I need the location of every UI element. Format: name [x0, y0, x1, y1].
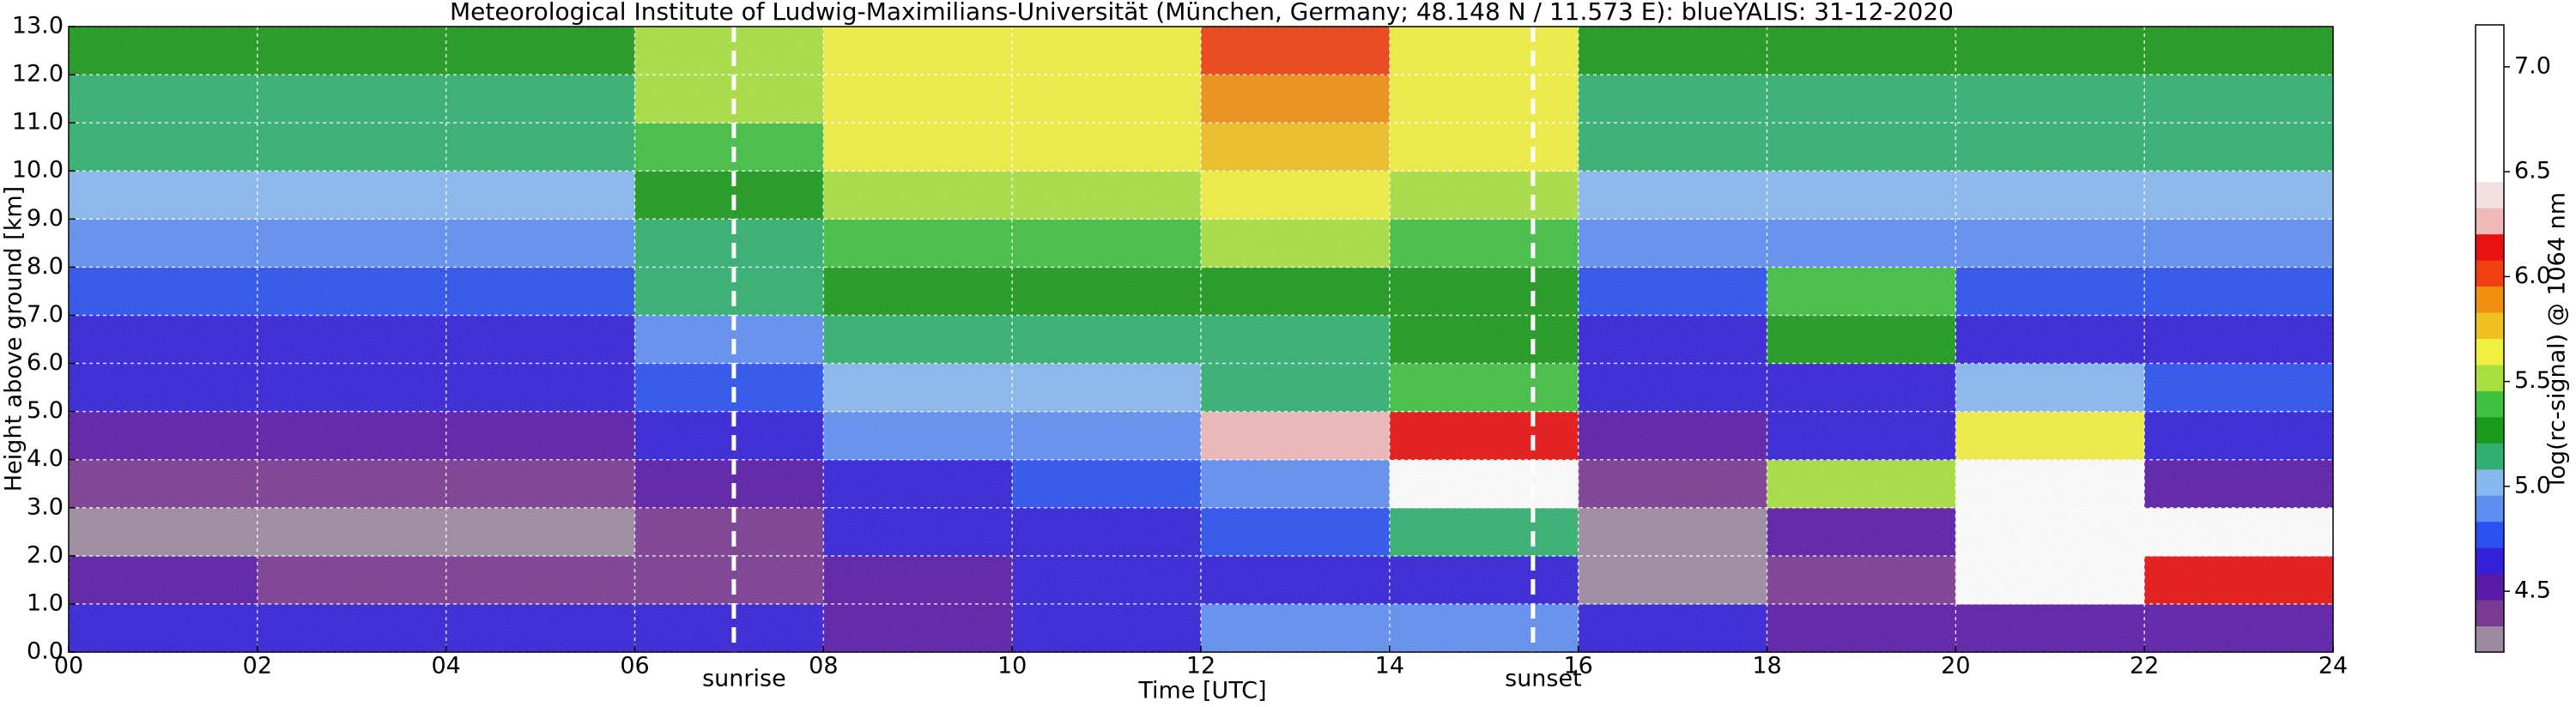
y-tick-label: 9.0 [27, 205, 64, 232]
y-tick-label: 3.0 [27, 493, 64, 520]
colorbar-tick-label: 7.0 [2514, 52, 2551, 79]
colorbar-swatch [2476, 468, 2504, 496]
colorbar-frame [2475, 24, 2505, 653]
colorbar-tick-label: 5.0 [2514, 472, 2551, 499]
y-tick-label: 1.0 [27, 589, 64, 616]
colorbar-tick-label: 5.5 [2514, 367, 2551, 394]
colorbar-swatch [2476, 208, 2504, 235]
y-tick-label: 5.0 [27, 397, 64, 424]
chart-title: Meteorological Institute of Ludwig-Maxim… [450, 0, 1954, 26]
x-tick-label: 12 [1186, 653, 1215, 680]
x-tick-label: 00 [54, 653, 83, 680]
x-tick-label: 04 [431, 653, 460, 680]
annotation-label: sunset [1505, 666, 1582, 692]
colorbar-swatch [2476, 233, 2504, 261]
colorbar-swatch [2476, 260, 2504, 287]
x-axis-label: Time [UTC] [1137, 678, 1266, 704]
y-tick-label: 7.0 [27, 301, 64, 328]
colorbar-swatch [2476, 495, 2504, 523]
colorbar-tick-label: 6.0 [2514, 263, 2551, 289]
colorbar-swatch [2476, 416, 2504, 444]
x-tick-label: 16 [1563, 653, 1592, 680]
colorbar-swatch [2476, 181, 2504, 208]
colorbar-swatch [2476, 573, 2504, 601]
colorbar-swatch [2476, 547, 2504, 575]
colorbar-tick-label: 6.5 [2514, 158, 2551, 184]
plot-frame [68, 26, 2334, 653]
colorbar-swatch [2476, 25, 2504, 51]
x-tick-label: 08 [809, 653, 838, 680]
y-axis-label: Height above ground [km] [1, 186, 27, 492]
y-tick-label: 0.0 [27, 638, 64, 665]
x-tick-label: 02 [243, 653, 272, 680]
y-tick-label: 12.0 [12, 61, 64, 88]
colorbar-swatch [2476, 103, 2504, 130]
y-tick-label: 8.0 [27, 253, 64, 280]
colorbar-swatch [2476, 76, 2504, 104]
colorbar-swatch [2476, 129, 2504, 156]
colorbar-swatch [2476, 521, 2504, 548]
x-tick-label: 18 [1752, 653, 1781, 680]
colorbar-swatch [2476, 155, 2504, 183]
x-tick-label: 24 [2318, 653, 2348, 680]
colorbar-swatch [2476, 312, 2504, 339]
y-tick-label: 2.0 [27, 541, 64, 568]
x-tick-label: 06 [620, 653, 649, 680]
colorbar-swatch [2476, 51, 2504, 78]
y-tick-label: 4.0 [27, 445, 64, 472]
colorbar-swatch [2476, 390, 2504, 418]
x-tick-label: 22 [2130, 653, 2159, 680]
colorbar-swatch [2476, 286, 2504, 313]
colorbar-swatch [2476, 625, 2504, 653]
x-tick-label: 20 [1941, 653, 1970, 680]
colorbar-swatch [2476, 364, 2504, 391]
colorbar-label: log(rc-signal) @ 1064 nm [2544, 192, 2571, 486]
y-tick-label: 11.0 [12, 109, 64, 136]
colorbar-tick-label: 4.5 [2514, 577, 2551, 604]
y-tick-label: 10.0 [12, 157, 64, 184]
colorbar-swatch [2476, 443, 2504, 470]
x-tick-label: 10 [997, 653, 1027, 680]
colorbar-swatch [2476, 600, 2504, 627]
annotation-label: sunrise [702, 666, 786, 692]
colorbar-swatch [2476, 338, 2504, 366]
x-tick-label: 14 [1375, 653, 1404, 680]
y-tick-label: 13.0 [12, 13, 64, 39]
y-tick-label: 6.0 [27, 349, 64, 376]
